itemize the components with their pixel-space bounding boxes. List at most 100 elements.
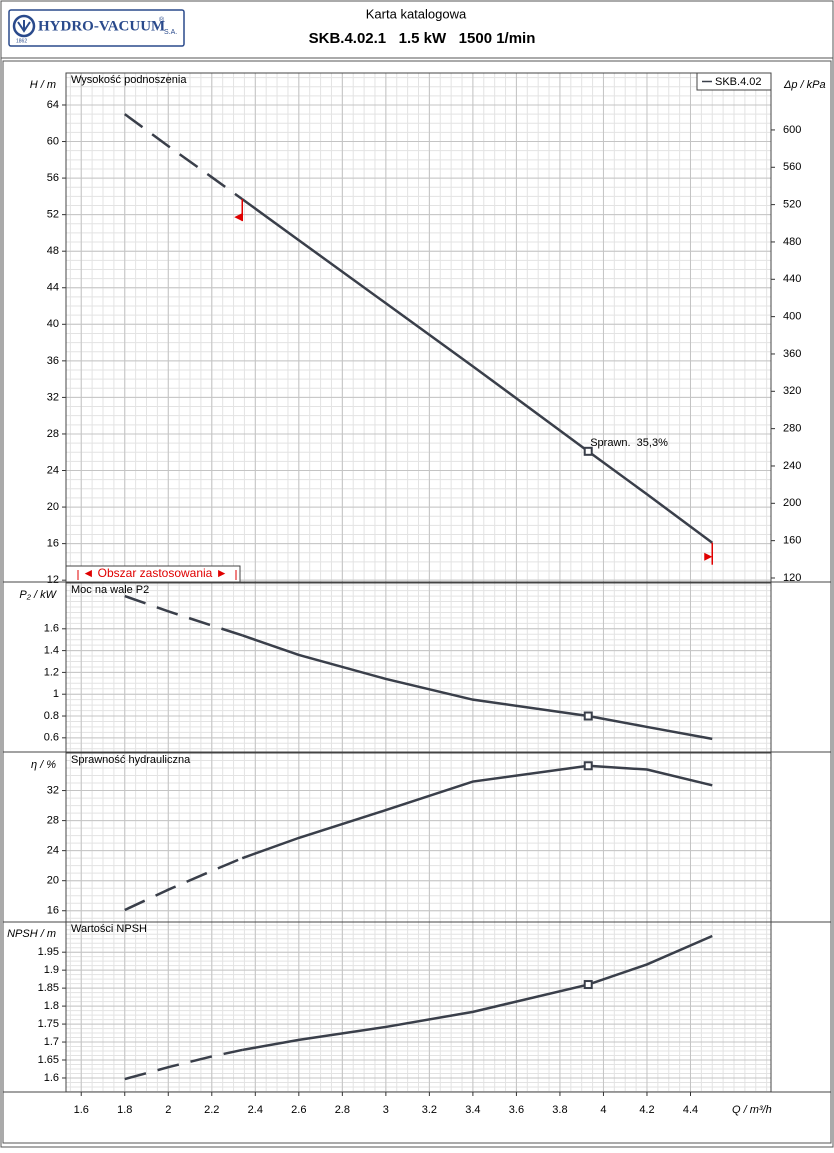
y-tick-label: 36 <box>47 355 59 367</box>
y-tick-label: 1.4 <box>44 645 59 657</box>
y-tick-label: 0.6 <box>44 732 59 744</box>
x-tick-label: 3.4 <box>465 1104 480 1116</box>
logo-mark: ® <box>159 16 165 24</box>
y-tick-label: 32 <box>47 784 59 796</box>
y-tick-label: 0.8 <box>44 710 59 722</box>
y2-tick-label: 360 <box>783 348 801 360</box>
curve <box>241 634 713 741</box>
y-tick-label: 1.9 <box>44 964 59 976</box>
logo-suffix: S.A. <box>164 29 177 36</box>
y-tick-label: 1.95 <box>38 946 59 958</box>
y2-tick-label: 320 <box>783 385 801 397</box>
x-tick-label: 2.2 <box>204 1104 219 1116</box>
application-box <box>65 565 241 583</box>
operating-point <box>583 711 593 721</box>
y-axis-label: P₂ / kW <box>19 589 57 601</box>
chart-frame <box>2 60 832 1144</box>
logo-box <box>8 9 185 47</box>
y2-tick-label: 200 <box>783 497 801 509</box>
curve <box>241 198 713 544</box>
y2-tick-label: 440 <box>783 273 801 285</box>
x-tick-label: 2.4 <box>248 1104 263 1116</box>
y-tick-label: 16 <box>47 905 59 917</box>
y-tick-label: 24 <box>47 464 59 476</box>
x-tick-label: 1.6 <box>74 1104 89 1116</box>
y-tick-label: 64 <box>47 99 59 111</box>
application-label: ◄ Obszar zastosowania ► <box>82 566 227 580</box>
y-tick-label: 60 <box>47 135 59 147</box>
y2-tick-label: 120 <box>783 572 801 584</box>
operating-point <box>583 761 593 771</box>
logo-icon-glyph <box>17 20 31 33</box>
y2-tick-label: 400 <box>783 311 801 323</box>
y-tick-label: 48 <box>47 245 59 257</box>
panel-title: Sprawność hydrauliczna <box>71 754 191 766</box>
x-tick-label: 1.8 <box>117 1104 132 1116</box>
y-tick-label: 28 <box>47 428 59 440</box>
y2-tick-label: 560 <box>783 161 801 173</box>
y-tick-label: 1.6 <box>44 623 59 635</box>
y-tick-label: 44 <box>47 282 59 294</box>
curve <box>241 764 713 860</box>
y-tick-label: 1.75 <box>38 1018 59 1030</box>
panel-title: Wartości NPSH <box>71 923 147 935</box>
x-tick-label: 4 <box>600 1104 606 1116</box>
y-tick-label: 1.7 <box>44 1036 59 1048</box>
y2-tick-label: 520 <box>783 199 801 211</box>
y-tick-label: 56 <box>47 172 59 184</box>
curve <box>124 857 243 912</box>
y2-tick-label: 600 <box>783 124 801 136</box>
page-title: Karta katalogowa <box>366 6 467 21</box>
y-tick-label: 1.65 <box>38 1054 59 1066</box>
y-tick-label: 40 <box>47 318 59 330</box>
x-tick-label: 3.2 <box>422 1104 437 1116</box>
y2-tick-label: 480 <box>783 236 801 248</box>
logo-text: HYDRO-VACUUM <box>38 18 165 34</box>
x-tick-label: 2 <box>165 1104 171 1116</box>
panel-title: Moc na wale P2 <box>71 584 149 596</box>
x-tick-label: 2.8 <box>335 1104 350 1116</box>
x-tick-label: 4.4 <box>683 1104 698 1116</box>
y-tick-label: 1.6 <box>44 1072 59 1084</box>
y-tick-label: 52 <box>47 209 59 221</box>
y-axis-label: H / m <box>30 79 56 91</box>
x-axis-label: Q / m³/h <box>732 1104 772 1116</box>
y2-tick-label: 280 <box>783 423 801 435</box>
y-tick-label: 1.2 <box>44 666 59 678</box>
curve <box>242 934 713 1052</box>
y-tick-label: 1.85 <box>38 982 59 994</box>
curve <box>124 113 243 201</box>
y2-axis-label: Δp / kPa <box>783 79 826 91</box>
operating-point-label: Sprawn. 35,3% <box>590 437 668 449</box>
operating-point <box>583 980 593 990</box>
curve <box>124 594 243 637</box>
y-tick-label: 20 <box>47 875 59 887</box>
y-tick-label: 20 <box>47 501 59 513</box>
y-tick-label: 1 <box>53 688 59 700</box>
y-tick-label: 1.8 <box>44 1000 59 1012</box>
x-tick-label: 2.6 <box>291 1104 306 1116</box>
x-tick-label: 4.2 <box>639 1104 654 1116</box>
application-arrow <box>234 213 243 222</box>
y-axis-label: η / % <box>31 759 56 771</box>
y-tick-label: 12 <box>47 574 59 586</box>
y2-tick-label: 240 <box>783 460 801 472</box>
logo-year: 1862 <box>16 38 27 44</box>
legend-box <box>696 72 772 91</box>
application-arrow <box>704 552 713 561</box>
operating-point <box>583 446 593 456</box>
y2-tick-label: 160 <box>783 535 801 547</box>
curve <box>124 1048 243 1081</box>
y-tick-label: 28 <box>47 815 59 827</box>
y-axis-label: NPSH / m <box>7 928 56 940</box>
x-tick-label: 3.6 <box>509 1104 524 1116</box>
x-tick-label: 3 <box>383 1104 389 1116</box>
legend-label: SKB.4.02 <box>715 76 761 88</box>
panel-title: Wysokość podnoszenia <box>71 74 187 86</box>
y-tick-label: 32 <box>47 391 59 403</box>
x-tick-label: 3.8 <box>552 1104 567 1116</box>
y-tick-label: 24 <box>47 845 59 857</box>
y-tick-label: 16 <box>47 538 59 550</box>
